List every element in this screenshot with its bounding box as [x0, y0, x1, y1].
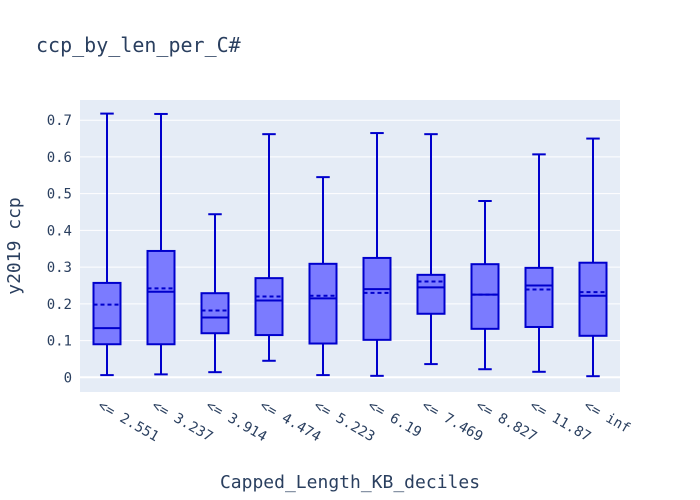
- y-tick-label: 0: [64, 370, 72, 386]
- box-10: [578, 137, 608, 378]
- x-axis-title: Capped_Length_KB_deciles: [220, 472, 480, 493]
- x-tick-label: <= 5.223: [311, 398, 377, 446]
- box-8: [470, 200, 500, 371]
- box-6: [362, 132, 392, 377]
- x-axis-ticks: <= 2.551<= 3.237<= 3.914<= 4.474<= 5.223…: [95, 398, 633, 446]
- y-tick-label: 0.5: [47, 187, 72, 203]
- iqr-box: [200, 292, 230, 335]
- y-tick-label: 0.3: [47, 260, 72, 276]
- x-tick-label: <= 11.87: [527, 398, 593, 446]
- iqr-box: [362, 256, 392, 341]
- iqr-box: [308, 262, 338, 345]
- chart-title: ccp_by_len_per_C#: [36, 33, 241, 57]
- box-1: [92, 112, 122, 377]
- box-7: [416, 133, 446, 366]
- y-axis-ticks: 0 0.1 0.2 0.3 0.4 0.5 0.6 0.7: [47, 113, 72, 386]
- x-tick-label: <= 3.237: [149, 398, 215, 446]
- x-tick-label: <= 4.474: [257, 398, 323, 446]
- x-tick-label: <= 3.914: [203, 398, 269, 446]
- box-3: [200, 213, 230, 374]
- box-9: [524, 153, 554, 373]
- box-4: [254, 133, 284, 362]
- iqr-box: [146, 249, 176, 346]
- iqr-box: [578, 261, 608, 337]
- iqr-box: [470, 263, 500, 330]
- iqr-box: [254, 277, 284, 337]
- x-tick-label: <= 8.827: [473, 398, 539, 446]
- y-tick-label: 0.1: [47, 334, 72, 350]
- iqr-box: [524, 266, 554, 328]
- x-tick-label: <= 7.469: [419, 398, 485, 446]
- iqr-box: [92, 281, 122, 346]
- box-5: [308, 176, 338, 377]
- y-tick-label: 0.2: [47, 297, 72, 313]
- y-tick-label: 0.7: [47, 113, 72, 129]
- boxes: [92, 112, 608, 378]
- y-tick-label: 0.4: [47, 223, 72, 239]
- y-tick-label: 0.6: [47, 150, 72, 166]
- x-tick-label: <= 2.551: [95, 398, 161, 446]
- y-axis-title: y2019 ccp: [4, 197, 25, 295]
- box-2: [146, 112, 176, 376]
